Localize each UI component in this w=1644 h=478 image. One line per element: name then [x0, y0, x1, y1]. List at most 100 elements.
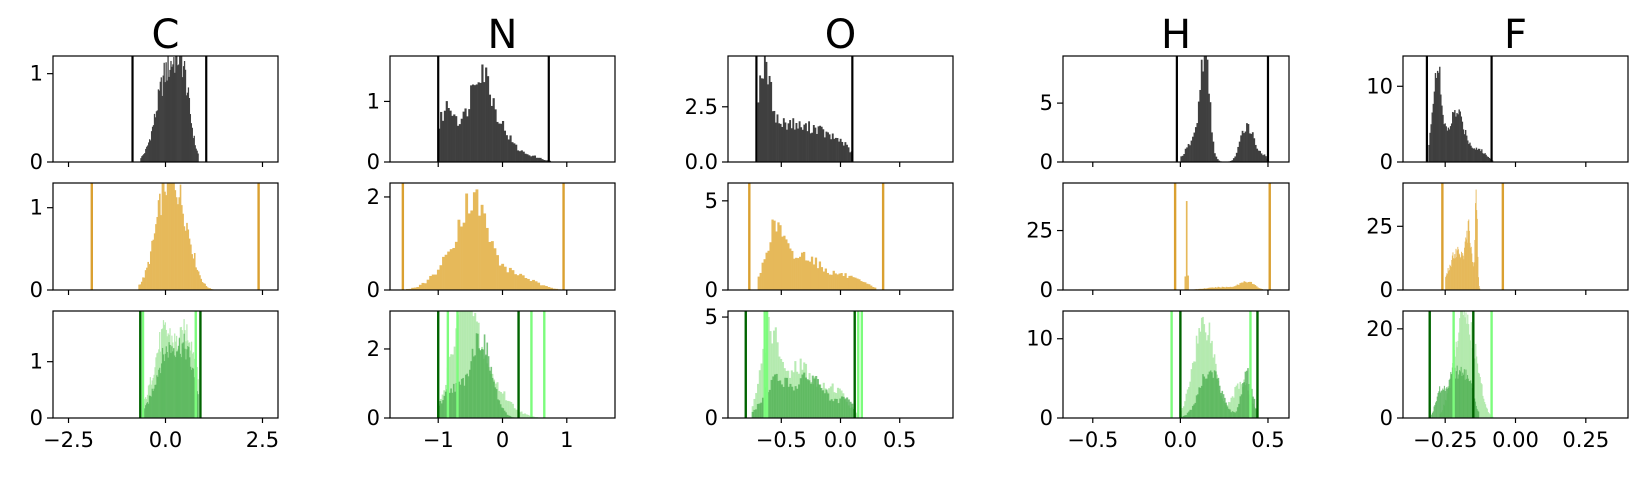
histogram-bar [483, 82, 486, 162]
histogram-bar [479, 350, 482, 418]
y-tick-label: 25 [1026, 219, 1053, 243]
histogram-bar [501, 120, 505, 162]
histogram-bar [151, 126, 154, 162]
histogram-bar [1184, 401, 1186, 418]
histogram-bar [434, 274, 438, 290]
histogram-bar [514, 274, 517, 290]
histogram-bar [460, 118, 463, 162]
histogram-bar [189, 357, 191, 418]
histogram-bar [1222, 394, 1225, 418]
histogram-bar [1476, 356, 1478, 418]
histogram-bar [469, 369, 471, 418]
histogram-bar [146, 402, 149, 418]
histogram-bar [166, 352, 168, 418]
panel-C-row-2: 01 [30, 182, 279, 302]
histogram-bar [1465, 312, 1467, 418]
histogram-bar [165, 62, 167, 162]
histogram-bar [1195, 335, 1198, 418]
histogram-bar [797, 128, 799, 162]
histogram-bar [830, 399, 833, 418]
histogram-bar [1188, 387, 1190, 418]
histogram-bar [177, 345, 180, 418]
histogram-bar [483, 213, 487, 290]
histogram-bar [1488, 157, 1491, 162]
histogram-bar [1484, 153, 1486, 162]
histogram-bar [1459, 254, 1461, 290]
histogram-bar [478, 215, 481, 290]
histogram-bar [804, 260, 808, 290]
histogram-bar [1224, 397, 1226, 418]
histogram-bar [1444, 391, 1446, 418]
histogram-bar [525, 414, 528, 418]
histogram-bar [771, 111, 774, 162]
histogram-bar [161, 347, 164, 418]
histogram-bar [1465, 369, 1467, 418]
histogram-bar [777, 380, 780, 418]
histogram-bar [179, 353, 181, 418]
histogram-bar [1181, 408, 1184, 418]
histogram-bar [502, 408, 505, 418]
histogram-bar [173, 57, 175, 162]
histogram-bar [1231, 160, 1234, 162]
histogram-bar [506, 400, 509, 418]
y-tick-label: 25 [1366, 214, 1393, 238]
histogram-bar [830, 139, 833, 162]
histogram-bar [511, 270, 515, 290]
histogram-bar [1198, 328, 1200, 418]
y-tick-label: 0 [30, 278, 43, 302]
histogram-bar [156, 110, 159, 162]
histogram-bar [177, 65, 179, 162]
histogram-bar [773, 110, 776, 162]
histogram-bar [1247, 368, 1249, 418]
histogram-bar [185, 95, 188, 162]
histogram-bar [485, 354, 487, 418]
histogram-bar [1463, 259, 1465, 290]
histogram-bar [1191, 362, 1194, 418]
histogram-bar [1247, 124, 1250, 162]
histogram-bar [506, 272, 510, 290]
histogram-bar [1242, 282, 1244, 290]
histogram-bar [494, 109, 497, 162]
histogram-bar [498, 265, 502, 290]
histogram-bar [1184, 276, 1187, 290]
histogram-bar [1251, 132, 1254, 162]
histogram-bar [142, 277, 144, 290]
histogram-bar [767, 250, 770, 290]
histogram-bar [1430, 124, 1432, 162]
histogram-bar [1209, 370, 1212, 418]
histogram-bar [148, 142, 150, 162]
histogram-bar [838, 273, 841, 290]
histogram-bar [201, 282, 204, 290]
histogram-bar [1465, 237, 1467, 290]
histogram-bar [1489, 158, 1492, 162]
histogram-bar [145, 148, 147, 162]
histogram-bar [811, 132, 814, 162]
histogram-bar [505, 412, 507, 418]
histogram-bar [790, 128, 793, 162]
histogram-bar [832, 270, 835, 290]
histogram-bar [780, 384, 783, 418]
histogram-bar [1216, 159, 1219, 162]
histogram-bar [489, 370, 491, 418]
histogram-bar [1440, 390, 1442, 418]
histogram-bar [505, 400, 508, 418]
histogram-bar [532, 416, 535, 418]
histogram-bar [443, 110, 447, 162]
histogram-bar [1457, 246, 1459, 290]
histogram-bar [828, 400, 831, 418]
histogram-bar [1475, 189, 1477, 290]
histogram-bar [822, 390, 825, 418]
histogram-bar [157, 200, 160, 290]
histogram-bar [197, 271, 200, 290]
panel-title-C: C [152, 12, 180, 58]
histogram-bar [872, 286, 875, 290]
histogram-bar [1190, 140, 1193, 162]
histogram-bar [1470, 380, 1472, 418]
histogram-bar [847, 147, 850, 162]
histogram-bar [791, 386, 794, 418]
histogram-bar [172, 351, 174, 418]
histogram-bar [143, 277, 146, 290]
histogram-bar [154, 384, 156, 418]
histogram-bar [203, 283, 205, 290]
histogram-bar [1256, 148, 1259, 162]
